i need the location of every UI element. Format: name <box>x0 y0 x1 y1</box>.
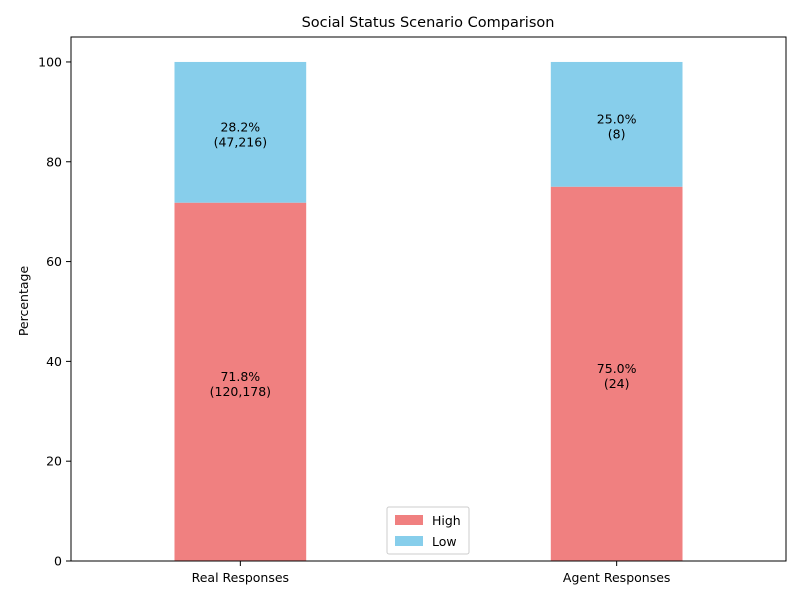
y-axis-label: Percentage <box>16 266 31 337</box>
legend-swatch-high <box>395 515 423 525</box>
bar-value-label: 25.0% (8) <box>597 111 637 141</box>
y-tick-label: 80 <box>46 154 62 169</box>
bar-value-label: 71.8% (120,178) <box>210 369 271 399</box>
bar-value-label: 28.2% (47,216) <box>214 119 268 149</box>
chart-title: Social Status Scenario Comparison <box>302 15 555 31</box>
bar-high-2 <box>550 186 683 561</box>
bar-low-2 <box>550 61 683 187</box>
bar-value-label: 75.0% (24) <box>597 361 637 391</box>
bars-layer <box>174 61 683 561</box>
y-tick-label: 0 <box>54 554 62 569</box>
y-axis-ticks: 0 20 40 60 80 100 <box>38 54 71 569</box>
y-tick-label: 40 <box>46 354 62 369</box>
bar-low-1 <box>174 61 307 203</box>
y-tick-label: 60 <box>46 254 62 269</box>
legend-swatch-low <box>395 536 423 546</box>
x-axis-ticks: Real Responses Agent Responses <box>192 561 671 585</box>
y-tick-label: 100 <box>38 54 62 69</box>
legend: High Low <box>386 506 470 555</box>
bar-labels-layer: 71.8% (120,178) 28.2% (47,216) 75.0% (24) 25.0… <box>210 111 637 399</box>
x-tick-label: Real Responses <box>192 570 289 585</box>
legend-label-low: Low <box>432 534 457 549</box>
bar-high-1 <box>174 202 307 561</box>
plot-frame <box>70 36 787 562</box>
x-tick-label: Agent Responses <box>563 570 671 585</box>
y-tick-label: 20 <box>46 454 62 469</box>
legend-label-high: High <box>432 513 461 528</box>
